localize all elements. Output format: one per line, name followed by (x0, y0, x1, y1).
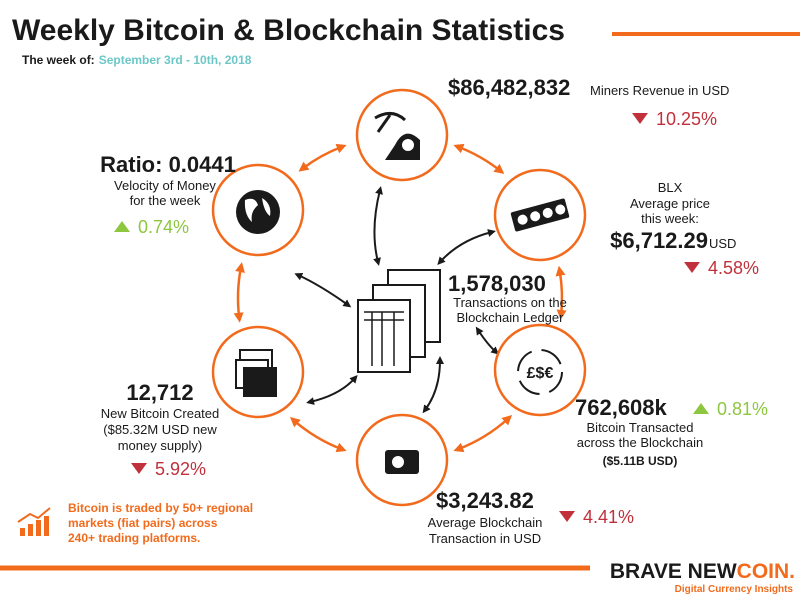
logo: BRAVE NEWCOIN. (610, 560, 795, 583)
stat-label: Average Blockchain (428, 515, 543, 530)
stat-label: this week: (641, 211, 699, 226)
stat-change: 0.74% (138, 217, 189, 237)
stat-label: Miners Revenue in USD (590, 83, 729, 98)
stat-value: 1,578,030 (448, 271, 546, 296)
arrow (422, 356, 444, 414)
stat-label: ($85.32M USD new (103, 422, 217, 437)
subtitle: The week of: September 3rd - 10th, 2018 (22, 53, 252, 67)
stat-note: ($5.11B USD) (603, 454, 678, 468)
stat-change: 5.92% (155, 459, 206, 479)
ring-arrows (233, 143, 567, 453)
arrow (475, 326, 500, 355)
stat-value: 762,608k (575, 395, 668, 420)
chart-icon (17, 507, 51, 536)
logo-primary: BRAVE NEW (610, 560, 737, 583)
stat-unit: USD (709, 236, 736, 251)
center-arrows (294, 186, 500, 414)
week-label: The week of: (22, 53, 95, 67)
stat-label: Blockchain Ledger (457, 310, 565, 325)
stat-label: for the week (130, 193, 201, 208)
exchange-icon: £$€ (517, 349, 563, 395)
change-arrow (684, 262, 700, 273)
coins-icon (235, 349, 277, 397)
node-circle (493, 323, 587, 417)
stat-label: Bitcoin Transacted (587, 420, 694, 435)
mining-icon (374, 112, 420, 160)
arrow (306, 375, 358, 405)
stat-value: $86,482,832 (448, 75, 570, 100)
title: Weekly Bitcoin & Blockchain Statistics (12, 14, 565, 47)
banknotes-icon (510, 198, 570, 232)
ticker: BLX (658, 180, 683, 195)
change-arrow (131, 463, 147, 474)
change-arrow (632, 113, 648, 124)
week: September 3rd - 10th, 2018 (99, 53, 252, 67)
change-arrow (114, 221, 130, 232)
stat-label: Velocity of Money (114, 178, 216, 193)
globe-icon (236, 190, 280, 234)
change-arrow (559, 511, 575, 522)
logo-tagline: Digital Currency Insights (675, 584, 794, 595)
ring-arrow (298, 143, 347, 172)
stat-label: New Bitcoin Created (101, 406, 220, 421)
stat-change: 4.58% (708, 258, 759, 278)
change-arrow (693, 403, 709, 414)
stat-value: $6,712.29 (610, 228, 708, 253)
ring-arrow (233, 262, 245, 323)
ledger-icon (357, 269, 441, 373)
stat-value: Ratio: 0.0441 (100, 152, 236, 177)
stat-label: Transactions on the (453, 295, 567, 310)
stat-change: 4.41% (583, 507, 634, 527)
stat-change: 0.81% (717, 399, 768, 419)
wallet-icon (385, 450, 419, 474)
ring-arrow (453, 415, 513, 453)
stat-label: across the Blockchain (577, 435, 703, 450)
stat-label: money supply) (118, 438, 203, 453)
footnote: 240+ trading platforms. (68, 531, 200, 545)
logo-accent: COIN. (737, 560, 795, 583)
ring-arrow (289, 416, 347, 453)
currency-glyphs: £$€ (527, 365, 554, 382)
arrow (437, 229, 496, 265)
ring-arrow (555, 265, 567, 320)
stat-value: 12,712 (126, 380, 193, 405)
stat-value: $3,243.82 (436, 488, 534, 513)
footnote: Bitcoin is traded by 50+ regional (68, 501, 253, 515)
stat-change: 10.25% (656, 109, 717, 129)
stat-label: Average price (630, 196, 710, 211)
arrow (294, 273, 352, 308)
arrow (373, 186, 383, 266)
stat-label: Transaction in USD (429, 531, 541, 546)
footnote: markets (fiat pairs) across (68, 516, 218, 530)
node-circle (355, 88, 449, 182)
ring-arrow (453, 143, 505, 174)
